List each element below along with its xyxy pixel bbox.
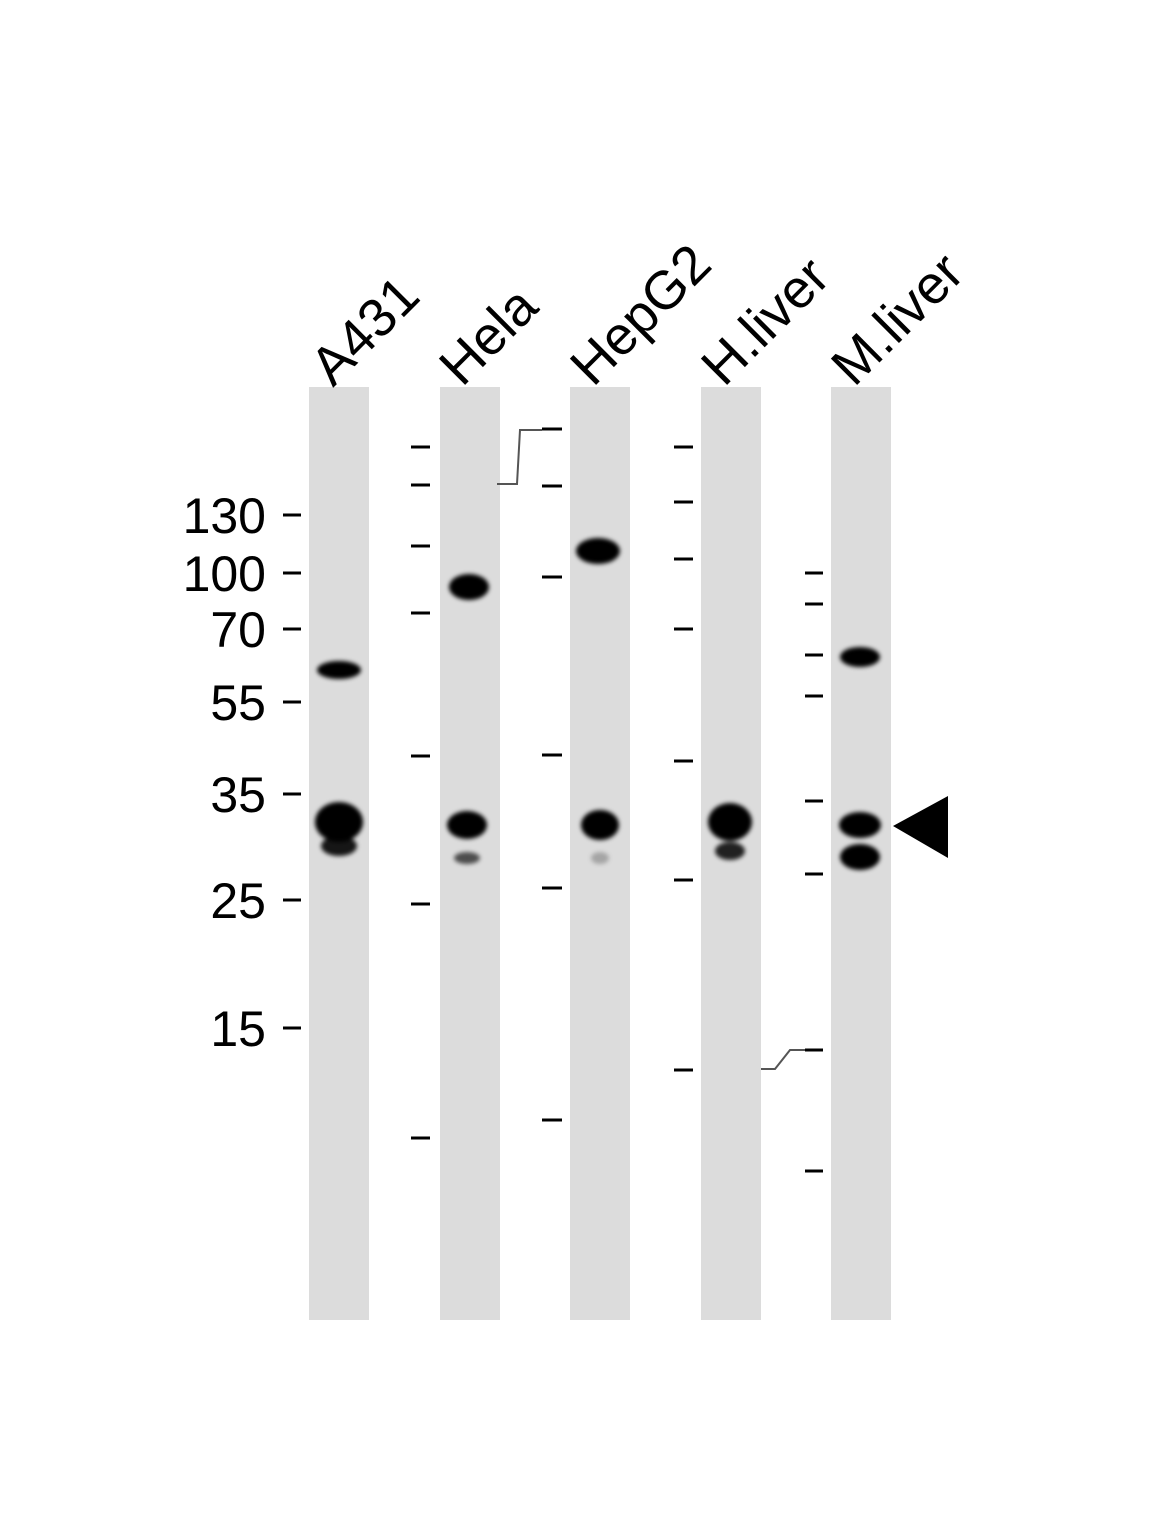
arrowhead-left-icon — [893, 796, 948, 858]
mw-label-25: 25 — [210, 873, 266, 929]
protein-band — [454, 852, 480, 864]
lane-label-a431: A431 — [299, 265, 431, 397]
mw-label-15: 15 — [210, 1001, 266, 1057]
lane-label-hela: Hela — [428, 275, 550, 397]
connector-line — [761, 1049, 805, 1070]
protein-band — [591, 852, 609, 864]
lane-connectors — [497, 429, 805, 1070]
protein-band — [581, 810, 619, 840]
mw-label-100: 100 — [183, 546, 266, 602]
protein-band — [317, 661, 361, 679]
mw-label-55: 55 — [210, 675, 266, 731]
mw-marker-scale: 130 100 70 55 35 25 15 — [183, 488, 266, 1057]
protein-band — [447, 811, 487, 839]
protein-band — [840, 647, 880, 667]
mw-label-35: 35 — [210, 767, 266, 823]
protein-band — [576, 538, 620, 564]
mw-label-70: 70 — [210, 602, 266, 658]
protein-band — [708, 803, 752, 841]
protein-band — [315, 802, 363, 842]
mw-label-130: 130 — [183, 488, 266, 544]
lane-label-hepg2: HepG2 — [559, 233, 722, 396]
protein-band — [839, 812, 881, 838]
protein-band — [321, 836, 357, 856]
protein-band — [840, 844, 880, 870]
connector-line — [497, 429, 542, 485]
protein-band — [715, 842, 745, 860]
lane-label-m-liver: M.liver — [820, 242, 975, 397]
protein-band — [449, 574, 489, 600]
